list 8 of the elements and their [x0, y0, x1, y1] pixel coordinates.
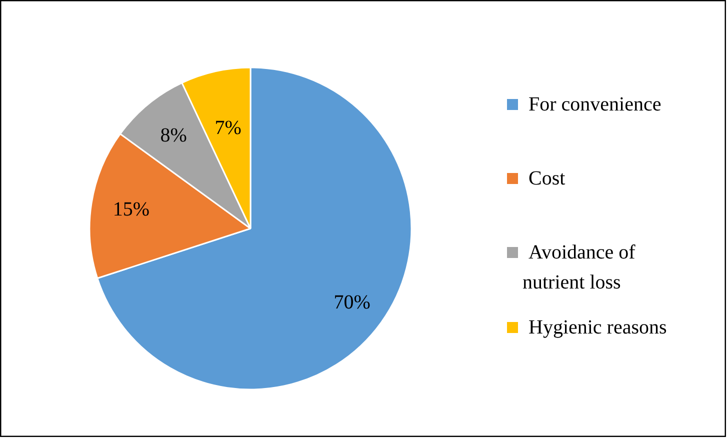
legend-label: For convenience	[528, 94, 662, 116]
legend-label: Cost	[528, 168, 566, 190]
legend-label: Avoidance of nutrient loss	[522, 242, 636, 294]
data-label: 8%	[160, 124, 187, 146]
legend-label: Hygienic reasons	[528, 316, 668, 338]
data-label: 7%	[214, 116, 242, 139]
data-label: 15%	[112, 198, 150, 221]
data-label: 70%	[334, 291, 370, 314]
